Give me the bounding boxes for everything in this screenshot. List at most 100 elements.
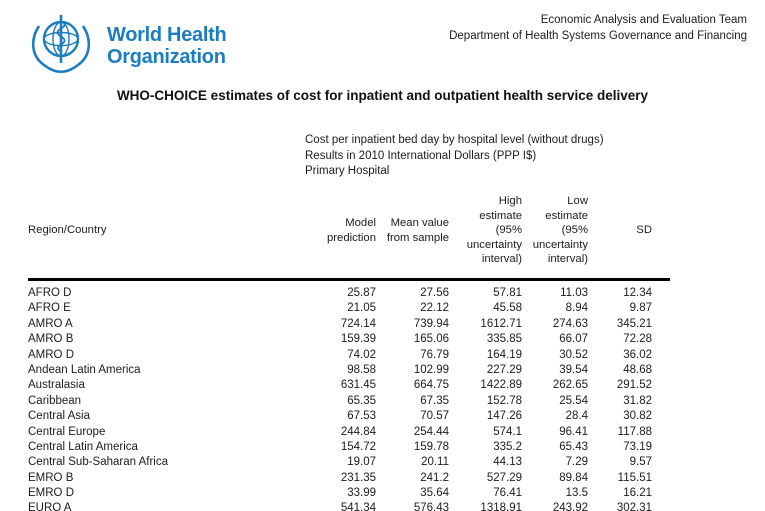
subtitle-line3: Primary Hospital	[305, 165, 390, 177]
cell-region: AMRO A	[28, 317, 73, 330]
cell-mean-value: 67.35	[420, 394, 449, 407]
who-logotype-line2: Organization	[107, 46, 226, 68]
team-name: Economic Analysis and Evaluation Team	[540, 14, 747, 26]
cell-sd: 9.87	[629, 302, 652, 315]
cell-high-estimate: 57.81	[493, 287, 522, 299]
cell-sd: 31.82	[623, 394, 652, 407]
cell-low-estimate: 89.84	[559, 471, 588, 484]
who-logotype-line1: World Health	[107, 24, 227, 46]
cell-high-estimate: 152.78	[486, 394, 522, 407]
cell-region: Central Latin America	[28, 440, 138, 453]
cell-model-prediction: 631.45	[340, 379, 376, 392]
cell-sd: 9.57	[629, 456, 652, 469]
column-header-high-estimate: High estimate (95% uncertainty interval)	[466, 195, 522, 266]
cell-high-estimate: 1612.71	[480, 317, 522, 330]
table-subtitle: Cost per inpatient bed day by hospital l…	[305, 133, 604, 180]
subtitle-line2: Results in 2010 International Dollars (P…	[305, 149, 537, 162]
cell-model-prediction: 19.07	[347, 456, 376, 469]
who-emblem-icon	[28, 13, 94, 78]
cell-sd: 30.82	[623, 410, 652, 423]
cell-region: Caribbean	[28, 394, 82, 407]
cell-high-estimate: 147.26	[486, 410, 522, 423]
column-header-model-prediction: Model prediction	[327, 217, 376, 244]
cell-region: EMRO B	[28, 471, 74, 484]
cell-low-estimate: 25.54	[559, 394, 588, 407]
cell-sd: 115.51	[617, 471, 652, 484]
cell-mean-value: 576.43	[413, 502, 449, 511]
table-row: AFRO E 21.05 22.12 45.58 8.94 9.87	[28, 301, 670, 316]
cell-high-estimate: 574.1	[493, 425, 522, 438]
table-row: AFRO D 25.87 27.56 57.81 11.03 12.34	[28, 286, 670, 301]
cell-high-estimate: 76.41	[493, 487, 522, 500]
cell-sd: 345.21	[616, 317, 652, 330]
table-row: Central Sub-Saharan Africa 19.07 20.11 4…	[28, 455, 670, 470]
cell-model-prediction: 74.02	[347, 348, 376, 361]
cell-model-prediction: 231.35	[340, 471, 376, 484]
cell-mean-value: 739.94	[413, 317, 449, 330]
cell-model-prediction: 244.84	[340, 425, 376, 438]
cell-low-estimate: 243.92	[552, 502, 588, 511]
cell-region: EMRO D	[28, 487, 74, 500]
cell-high-estimate: 44.13	[493, 456, 522, 469]
cell-mean-value: 27.56	[420, 287, 449, 299]
cell-region: Central Europe	[28, 425, 106, 438]
table-row: Central Europe 244.84 254.44 574.1 96.41…	[28, 425, 670, 440]
table-row: Central Asia 67.53 70.57 147.26 28.4 30.…	[28, 409, 670, 424]
cell-low-estimate: 30.52	[559, 348, 588, 361]
cell-sd: 291.52	[616, 379, 652, 392]
column-header-sd: SD	[636, 224, 652, 237]
cell-mean-value: 22.12	[420, 302, 449, 315]
cell-low-estimate: 13.5	[565, 487, 588, 500]
table-row: EURO A 541.34 576.43 1318.91 243.92 302.…	[28, 501, 670, 511]
cell-high-estimate: 227.29	[486, 363, 522, 376]
cell-sd: 73.19	[623, 440, 652, 453]
cell-mean-value: 102.99	[413, 363, 449, 376]
cell-low-estimate: 96.41	[559, 425, 588, 438]
cell-sd: 117.88	[617, 425, 652, 438]
subtitle-line1: Cost per inpatient bed day by hospital l…	[305, 134, 604, 146]
cell-high-estimate: 1422.89	[480, 379, 522, 392]
cell-mean-value: 159.78	[413, 440, 449, 453]
cell-low-estimate: 39.54	[559, 363, 588, 376]
cell-sd: 16.21	[623, 487, 652, 500]
who-logo: World Health Organization	[28, 13, 227, 78]
cell-mean-value: 70.57	[420, 410, 449, 423]
table-row: Australasia 631.45 664.75 1422.89 262.65…	[28, 378, 670, 393]
table-row: EMRO D 33.99 35.64 76.41 13.5 16.21	[28, 486, 670, 501]
cell-model-prediction: 98.58	[347, 363, 376, 376]
cell-mean-value: 76.79	[420, 348, 449, 361]
cell-region: Australasia	[28, 379, 85, 392]
cell-model-prediction: 33.99	[347, 487, 376, 500]
cell-model-prediction: 724.14	[340, 317, 376, 330]
cell-sd: 302.31	[616, 502, 652, 511]
cell-mean-value: 664.75	[413, 379, 449, 392]
column-header-region: Region/Country	[28, 224, 107, 237]
cell-high-estimate: 527.29	[486, 471, 522, 484]
page-title: WHO-CHOICE estimates of cost for inpatie…	[116, 88, 649, 103]
department-name: Department of Health Systems Governance …	[449, 29, 747, 42]
cell-model-prediction: 21.05	[347, 302, 376, 315]
cell-region: AMRO B	[28, 333, 74, 346]
cell-high-estimate: 1318.91	[480, 502, 522, 511]
table-row: Caribbean 65.35 67.35 152.78 25.54 31.82	[28, 394, 670, 409]
cell-model-prediction: 25.87	[347, 287, 376, 299]
table-row: AMRO B 159.39 165.06 335.85 66.07 72.28	[28, 332, 670, 347]
cell-mean-value: 35.64	[420, 487, 449, 500]
cell-high-estimate: 335.2	[493, 440, 522, 453]
cell-sd: 72.28	[623, 333, 652, 346]
cell-low-estimate: 11.03	[560, 287, 588, 299]
cell-region: Central Sub-Saharan Africa	[28, 456, 168, 469]
cell-region: Andean Latin America	[28, 363, 141, 376]
cell-model-prediction: 159.39	[340, 333, 376, 346]
cell-high-estimate: 45.58	[493, 302, 522, 315]
cell-model-prediction: 65.35	[347, 394, 376, 407]
cell-low-estimate: 65.43	[559, 440, 588, 453]
table-row: AMRO D 74.02 76.79 164.19 30.52 36.02	[28, 348, 670, 363]
table-row: Central Latin America 154.72 159.78 335.…	[28, 440, 670, 455]
cell-low-estimate: 262.65	[552, 379, 588, 392]
table-row: Andean Latin America 98.58 102.99 227.29…	[28, 363, 670, 378]
cell-region: Central Asia	[28, 410, 91, 423]
cell-high-estimate: 335.85	[486, 333, 522, 346]
cell-mean-value: 165.06	[413, 333, 449, 346]
